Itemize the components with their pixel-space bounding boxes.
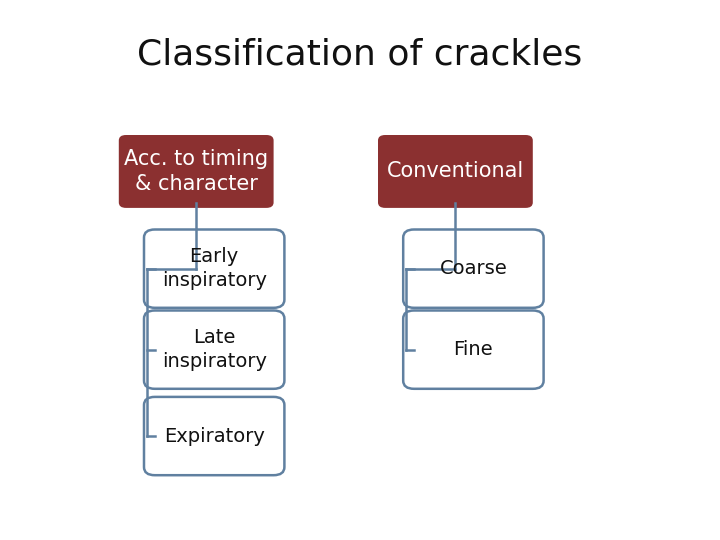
Text: Late
inspiratory: Late inspiratory: [162, 328, 266, 371]
Text: Acc. to timing
& character: Acc. to timing & character: [124, 149, 269, 194]
Text: Fine: Fine: [454, 340, 493, 359]
FancyBboxPatch shape: [144, 397, 284, 475]
Text: Expiratory: Expiratory: [163, 427, 265, 446]
FancyBboxPatch shape: [378, 135, 533, 208]
FancyBboxPatch shape: [403, 230, 544, 308]
FancyBboxPatch shape: [144, 310, 284, 389]
Text: Conventional: Conventional: [387, 161, 524, 181]
Text: Classification of crackles: Classification of crackles: [138, 38, 582, 72]
Text: Early
inspiratory: Early inspiratory: [162, 247, 266, 290]
FancyBboxPatch shape: [119, 135, 274, 208]
FancyBboxPatch shape: [144, 230, 284, 308]
Text: Coarse: Coarse: [439, 259, 508, 278]
FancyBboxPatch shape: [403, 310, 544, 389]
